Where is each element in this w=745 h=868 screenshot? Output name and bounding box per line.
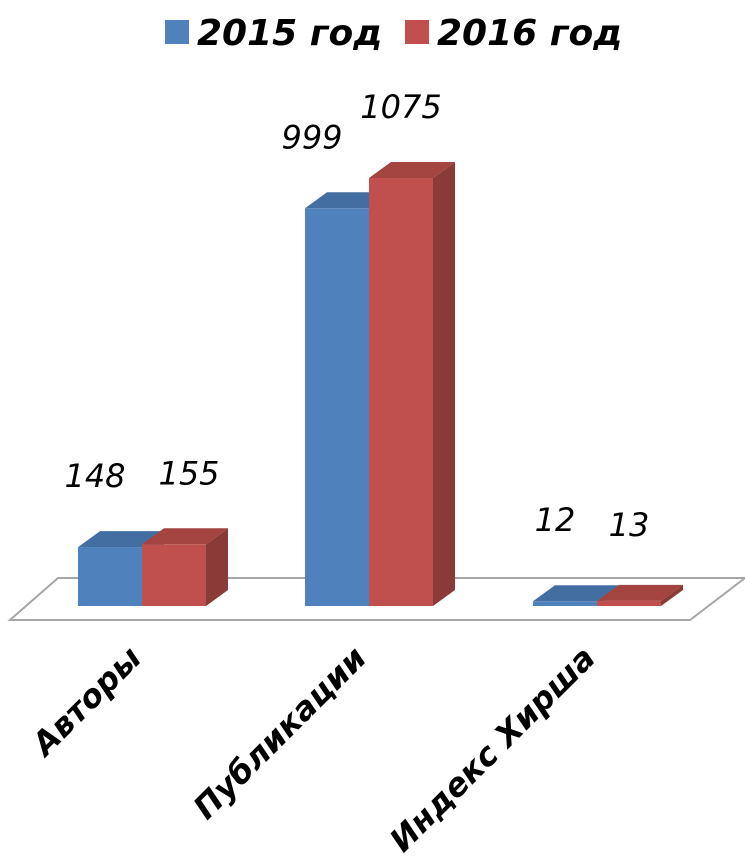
bar-top-face xyxy=(369,162,455,178)
bar-top-face xyxy=(597,584,683,601)
bar-top-face xyxy=(533,585,619,602)
bar-top-face xyxy=(78,531,164,548)
data-label-0-1: 155 xyxy=(158,454,219,492)
bar-side-face xyxy=(433,162,455,606)
legend-label-2015: 2015 год xyxy=(197,13,382,54)
data-label-1-1: 1075 xyxy=(360,88,441,126)
data-label-2-1: 13 xyxy=(609,506,650,544)
legend-label-2016: 2016 год xyxy=(437,13,622,54)
bar-front-face xyxy=(305,208,369,606)
bar-front-face xyxy=(597,600,661,606)
bar-front-face xyxy=(533,601,597,606)
value-labels-group: 148 155 999 1075 12 13 xyxy=(64,88,649,544)
bar-front-face xyxy=(369,178,433,606)
bar-side-face xyxy=(661,584,683,606)
category-label-publikacii: Публикации xyxy=(186,639,374,827)
bar-top-face xyxy=(142,528,228,545)
legend-swatch-2016 xyxy=(405,20,429,44)
bar-2-1 xyxy=(597,584,683,606)
bar-0-1 xyxy=(142,528,228,606)
category-label-avtory: Авторы xyxy=(23,639,149,765)
legend-swatch-2015 xyxy=(165,20,189,44)
bar-front-face xyxy=(78,547,142,606)
data-label-1-0: 999 xyxy=(281,118,342,156)
legend: 2015 год 2016 год xyxy=(165,13,622,54)
bar-side-face xyxy=(206,528,228,606)
bar-1-1 xyxy=(369,162,455,606)
category-label-indeks-hirsha: Индекс Хирша xyxy=(382,639,603,860)
bar-front-face xyxy=(142,544,206,606)
data-label-0-0: 148 xyxy=(64,457,125,495)
data-label-2-0: 12 xyxy=(535,501,576,539)
bars-group xyxy=(78,162,683,606)
